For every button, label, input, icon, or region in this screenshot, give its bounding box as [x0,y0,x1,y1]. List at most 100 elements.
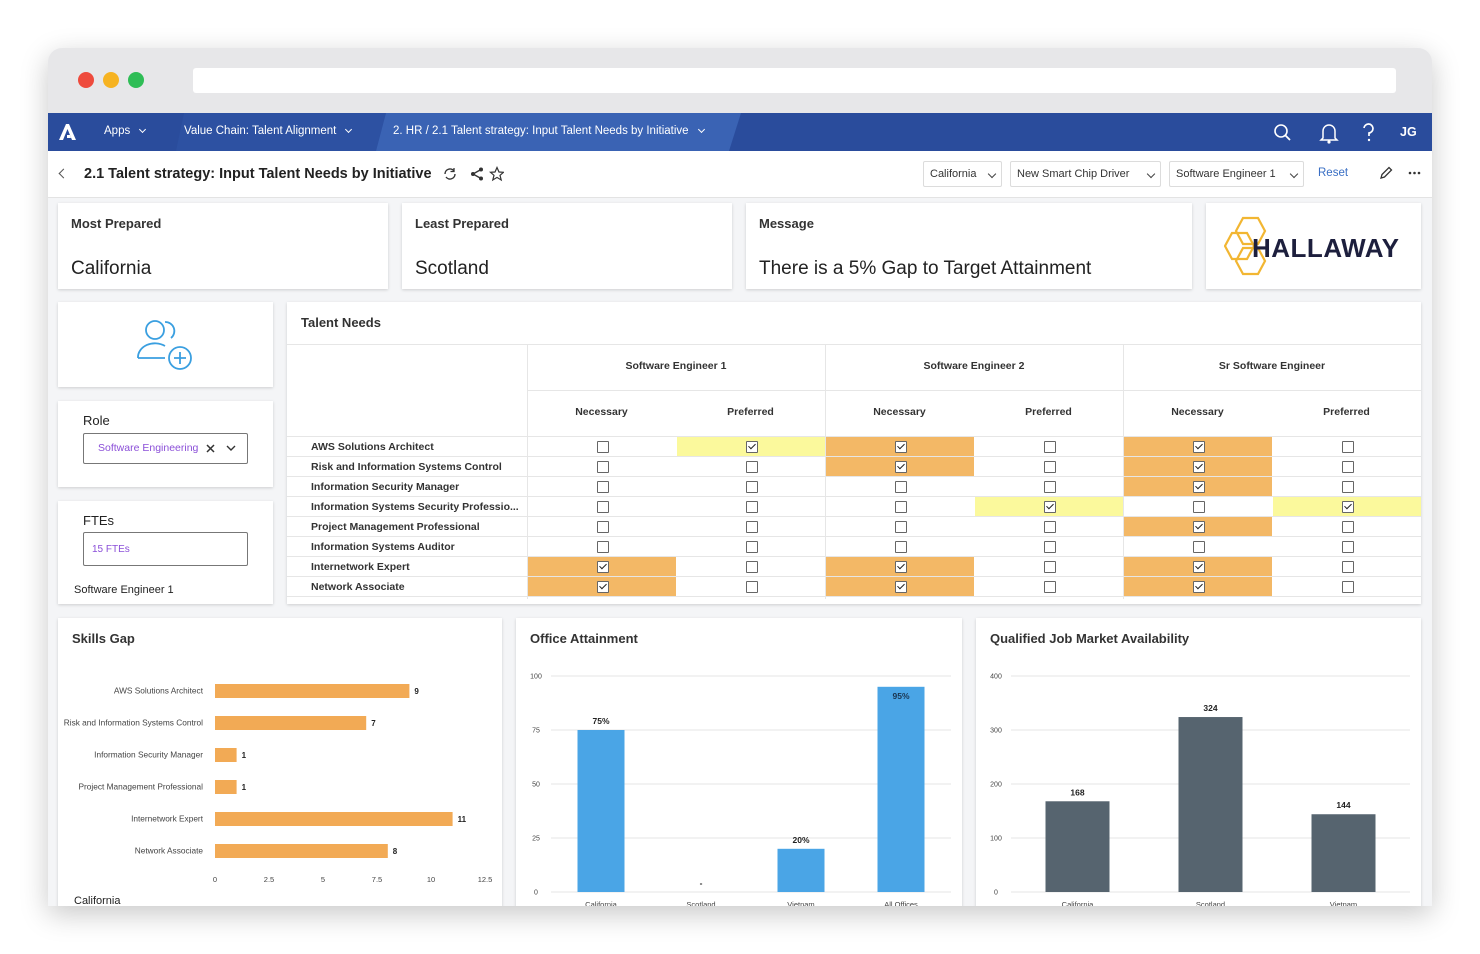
checkbox[interactable] [746,561,758,573]
close-button[interactable] [78,72,94,88]
table-cell [1273,457,1421,476]
checkbox[interactable] [746,521,758,533]
checkbox[interactable] [1193,541,1205,553]
checkbox[interactable] [1193,521,1205,533]
checkbox[interactable] [895,501,907,513]
checkbox[interactable] [746,541,758,553]
checkbox[interactable] [1342,481,1354,493]
clear-icon[interactable] [206,444,215,453]
minimize-button[interactable] [103,72,119,88]
checkbox[interactable] [1342,501,1354,513]
fte-input[interactable]: 15 FTEs [83,532,248,566]
checkbox[interactable] [1044,501,1056,513]
x-tick-label: 5 [321,875,325,884]
bar [215,780,237,794]
checkbox[interactable] [1342,561,1354,573]
checkbox[interactable] [746,501,758,513]
checkbox[interactable] [1044,561,1056,573]
checkbox[interactable] [895,581,907,593]
nav-item[interactable]: 2. HR / 2.1 Talent strategy: Input Talen… [393,125,709,137]
checkbox[interactable] [1044,461,1056,473]
checkbox[interactable] [1044,541,1056,553]
checkbox[interactable] [1193,501,1205,513]
checkbox[interactable] [597,441,609,453]
table-cell [677,517,825,536]
filter-dropdown[interactable]: New Smart Chip Driver [1010,161,1161,187]
filter-dropdown[interactable]: Software Engineer 1 [1169,161,1304,187]
checkbox[interactable] [597,521,609,533]
checkbox[interactable] [1193,481,1205,493]
row-label: AWS Solutions Architect [311,441,434,453]
role-select[interactable]: Software Engineering [83,433,248,464]
nav-chevron [139,125,147,134]
table-cell [826,537,974,556]
checkbox[interactable] [895,461,907,473]
checkbox[interactable] [597,541,609,553]
table-cell [677,557,825,576]
checkbox[interactable] [746,481,758,493]
window-controls [78,72,144,88]
back-button[interactable] [58,168,69,179]
nav-item[interactable]: Value Chain: Talent Alignment [184,125,356,137]
data-label: 9 [414,687,419,696]
dropdown-icon[interactable] [226,445,236,451]
checkbox[interactable] [746,581,758,593]
app-logo[interactable] [56,121,78,143]
table-cell [975,437,1123,456]
address-bar[interactable] [193,68,1396,93]
checkbox[interactable] [1342,461,1354,473]
checkbox[interactable] [597,581,609,593]
checkbox[interactable] [895,561,907,573]
checkbox[interactable] [597,501,609,513]
data-label: 95% [892,691,909,701]
checkbox[interactable] [1193,441,1205,453]
nav-item-label: Value Chain: Talent Alignment [184,125,337,137]
refresh-icon[interactable] [443,168,456,180]
checkbox[interactable] [1044,521,1056,533]
favorite-icon[interactable] [488,166,504,182]
checkbox[interactable] [1342,581,1354,593]
checkbox[interactable] [1044,581,1056,593]
checkbox[interactable] [1193,561,1205,573]
checkbox[interactable] [895,541,907,553]
data-label: 1 [242,751,247,760]
kpi-card: Most Prepared California [58,203,388,289]
search-icon[interactable] [1274,124,1291,141]
bar [215,684,410,698]
share-icon[interactable] [470,167,483,181]
checkbox[interactable] [895,521,907,533]
table-cell [826,577,974,596]
checkbox[interactable] [1342,541,1354,553]
checkbox[interactable] [1044,441,1056,453]
row-label: Internetwork Expert [311,561,410,573]
more-icon[interactable] [1408,171,1421,175]
checkbox[interactable] [597,561,609,573]
checkbox[interactable] [1044,481,1056,493]
checkbox[interactable] [597,481,609,493]
kpi-value: There is a 5% Gap to Target Attainment [759,258,1092,279]
checkbox[interactable] [597,461,609,473]
table-rule [287,536,1421,537]
table-cell [1124,457,1272,476]
checkbox[interactable] [746,441,758,453]
maximize-button[interactable] [128,72,144,88]
nav-item[interactable]: Apps [104,125,150,137]
table-rule [287,436,1421,437]
checkbox[interactable] [1342,521,1354,533]
reset-button[interactable]: Reset [1318,167,1349,179]
checkbox[interactable] [746,461,758,473]
bar [215,812,453,826]
checkbox[interactable] [1193,461,1205,473]
chart-title: Qualified Job Market Availability [990,631,1190,646]
checkbox[interactable] [895,481,907,493]
filter-dropdown[interactable]: California [923,161,1002,187]
data-label: 11 [458,815,467,824]
notifications-icon[interactable] [1319,124,1339,144]
checkbox[interactable] [1342,441,1354,453]
help-icon[interactable] [1363,123,1374,142]
user-avatar[interactable]: JG [1400,125,1417,139]
checkbox[interactable] [895,441,907,453]
checkbox[interactable] [1193,581,1205,593]
edit-icon[interactable] [1380,166,1393,179]
table-cell [975,557,1123,576]
